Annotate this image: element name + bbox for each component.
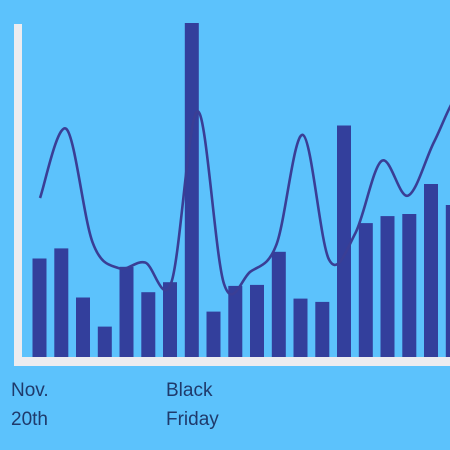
- y-axis: [14, 24, 22, 366]
- bar: [163, 282, 177, 357]
- x-tick-label: Black Friday: [166, 376, 219, 434]
- x-tick-label-line: Friday: [166, 409, 219, 430]
- x-tick-label-line: 20th: [11, 409, 48, 430]
- bar: [424, 184, 438, 357]
- bar: [337, 125, 351, 357]
- bar: [54, 248, 69, 357]
- bar: [402, 214, 417, 357]
- bar: [445, 205, 450, 357]
- bar: [184, 23, 199, 357]
- bar: [358, 223, 373, 357]
- bar: [206, 311, 221, 357]
- x-tick-label: Nov. 20th: [11, 376, 49, 434]
- series-line: [38, 104, 450, 296]
- bar: [32, 258, 47, 357]
- bar: [228, 285, 243, 357]
- bar: [97, 326, 112, 357]
- bar: [119, 266, 134, 357]
- bar: [76, 297, 90, 357]
- bar: [293, 298, 308, 357]
- bar: [141, 292, 156, 357]
- bar: [315, 301, 330, 357]
- bar: [380, 216, 395, 357]
- x-tick-label-line: Black: [166, 380, 213, 401]
- x-tick-label-line: Nov.: [11, 380, 49, 401]
- bar: [271, 251, 286, 357]
- bar: [250, 284, 264, 357]
- x-axis: [14, 357, 450, 366]
